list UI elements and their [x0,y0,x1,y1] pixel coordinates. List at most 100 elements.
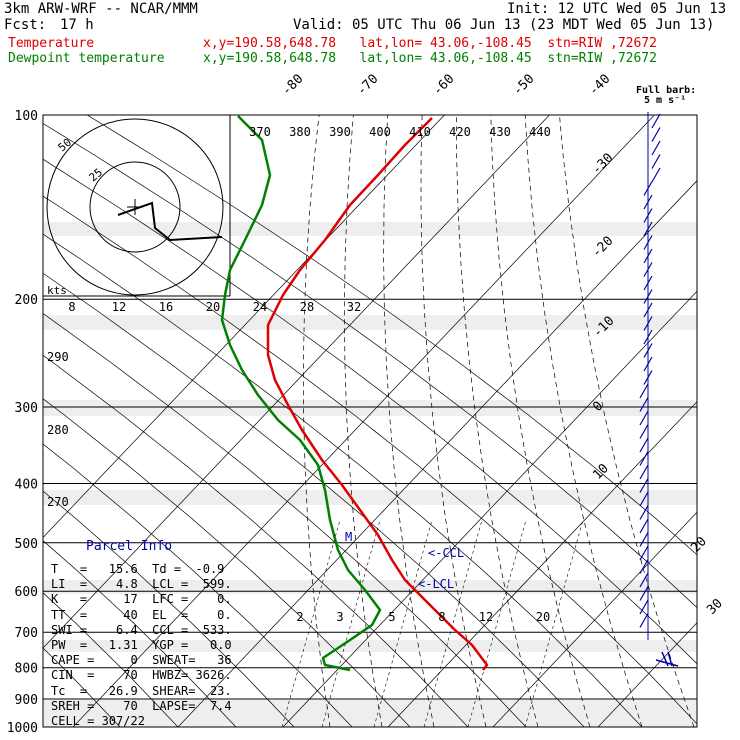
dry-adiabat-11 [43,158,697,665]
hodograph-trace [117,201,223,242]
theta-label-390: 390 [329,125,351,139]
theta-label-420: 420 [449,125,471,139]
pressure-label-100: 100 [15,109,38,124]
mixing-ratio-label-4: 12 [479,610,493,624]
background-band-3 [43,490,697,505]
dry-adiabat-4 [43,443,353,727]
dry-adiabat-3 [43,490,295,727]
background-band-6 [43,700,697,727]
wind-barb-31 [639,532,649,547]
wind-barb-36 [639,599,649,615]
wind-barb-15 [643,316,653,331]
theta-label-400: 400 [369,125,391,139]
hodograph-axis-label-32: 32 [347,300,361,314]
wind-barb-10 [643,248,653,264]
hodograph-axis-label-8: 8 [68,300,75,314]
pressure-label-300: 300 [15,401,38,416]
wind-barb-2 [651,140,661,156]
isotherm-label-6: -20 [589,234,616,261]
forecast-hour: 17 h [60,17,94,33]
barb-legend-title: Full barb: [636,85,697,96]
isotherm-label-4: -40 [586,72,613,99]
wind-barb-21 [639,397,649,412]
wind-barb-9 [643,235,653,250]
wind-barb-24 [639,437,649,453]
marker-1: <-LCL [418,577,454,591]
wind-barb-6 [643,194,653,210]
isotherm-label-1: -70 [354,72,381,99]
parcel-row: K = 17 LFC = 0. [51,592,232,607]
pressure-label-800: 800 [15,662,38,677]
parcel-row: LI = 4.8 LCL = 599. [51,577,232,592]
marker-2: M [345,530,352,544]
background-band-5 [43,640,697,652]
wind-barb-33 [639,559,649,574]
wind-barb-18 [643,356,653,372]
dry-adiabat-1 [43,592,179,727]
dewpoint-location: x,y=190.58,648.78 lat,lon= 43.06,-108.45… [203,51,657,66]
parcel-row: CIN = 70 HWBZ= 3626. [51,668,232,683]
wind-barb-14 [643,302,653,318]
dewpoint-legend: Dewpoint temperature [8,51,165,66]
moist-adiabat-lines [281,115,695,727]
dry-adiabat-13 [86,115,697,556]
wind-barb-29 [639,505,649,520]
wind-barb-surface [655,651,679,667]
dry-adiabat-label-290: 290 [47,350,69,364]
temperature-location: x,y=190.58,648.78 lat,lon= 43.06,-108.45… [203,36,657,51]
dry-adiabat-label-270: 270 [47,495,69,509]
mixing-ratio-label-5: 20 [536,610,550,624]
dry-adiabat-6 [43,354,469,727]
moist-adiabat-2 [383,115,435,727]
hodograph-ring-50 [46,118,224,296]
background-band-1 [43,315,697,330]
plot-frame [42,114,698,728]
wind-barb-12 [643,275,653,291]
isotherm-label-2: -60 [430,72,457,99]
background-band-4 [43,580,697,594]
pressure-label-400: 400 [15,477,38,492]
forecast-label: Fcst: [4,17,47,33]
theta-label-380: 380 [289,125,311,139]
isotherm-7 [597,622,697,727]
wind-barb-13 [643,289,653,304]
hodograph-ring-25 [89,161,181,253]
wind-barb-11 [643,262,653,277]
valid-time: Valid: 05 UTC Thu 06 Jun 13 (23 MDT Wed … [293,17,715,33]
wind-barb-4 [651,167,661,183]
wind-barb-30 [639,518,649,534]
mixing-ratio-label-3: 8 [438,610,445,624]
dry-adiabat-8 [43,272,585,727]
wind-barb-27 [639,478,649,493]
pressure-label-500: 500 [15,537,38,552]
wind-barb-25 [639,451,649,466]
moist-adiabat-7 [559,115,695,727]
series-line-0 [266,117,489,671]
series-line-1 [220,115,382,672]
temperature-legend: Temperature [8,36,95,51]
isotherm-2 [72,115,655,727]
marker-0: <-CCL [428,546,464,560]
wind-barb-19 [643,370,653,385]
wind-barbs [639,112,679,667]
mixing-ratio-label-2: 5 [388,610,395,624]
isotherm-3 [177,180,697,727]
dry-adiabat-lines [43,115,697,727]
wind-barb-23 [639,424,649,439]
isotherm-label-10: 20 [688,534,710,556]
mixing-ratio-label-1: 3 [336,610,343,624]
background-band-0 [43,222,697,236]
parcel-row: SWI = 6.4 CCL = 533. [51,622,232,637]
isotherm-6 [492,511,697,727]
pressure-label-900: 900 [15,693,38,708]
isotherm-5 [387,401,697,727]
dry-adiabat-2 [43,540,237,727]
dry-adiabat-label-280: 280 [47,423,69,437]
wind-barb-0 [651,113,661,129]
wind-barb-26 [639,464,649,480]
sounding-series [220,115,489,672]
pressure-label-600: 600 [15,585,38,600]
theta-label-370: 370 [249,125,271,139]
moist-adiabat-1 [344,115,383,727]
